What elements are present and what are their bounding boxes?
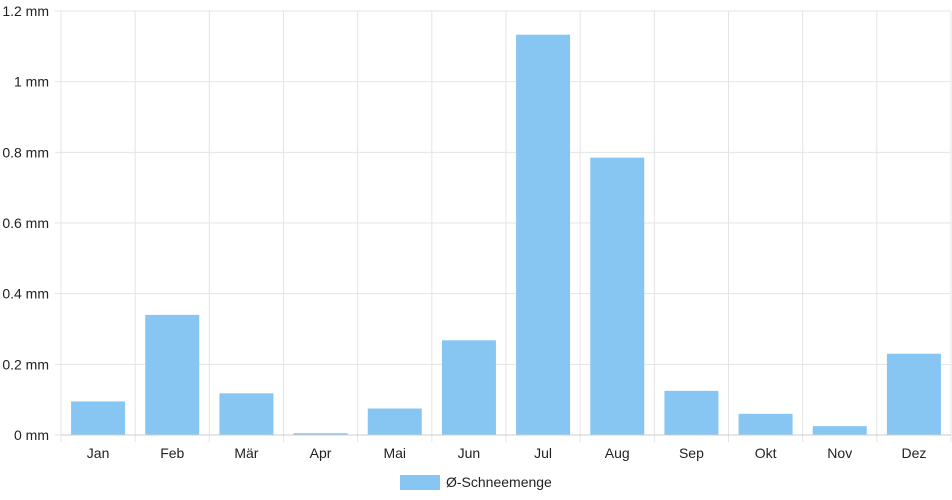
bar-mär[interactable]: [219, 393, 274, 435]
x-tick-label: Jul: [534, 445, 552, 461]
bars-layer: [71, 34, 941, 436]
x-tick-label: Nov: [827, 445, 852, 461]
bar-feb[interactable]: [145, 314, 200, 435]
bar-sep[interactable]: [664, 390, 719, 435]
y-tick-label: 1.2 mm: [2, 3, 49, 19]
grid-layer: [55, 10, 952, 442]
x-tick-label: Jun: [458, 445, 481, 461]
y-tick-label: 0.6 mm: [2, 215, 49, 231]
x-tick-label: Okt: [755, 445, 777, 461]
y-tick-label: 0 mm: [14, 427, 49, 443]
legend-label[interactable]: Ø-Schneemenge: [446, 474, 552, 490]
x-tick-label: Dez: [901, 445, 926, 461]
axis-layer: 0 mm 0.2 mm 0.4 mm 0.6 mm 0.8 mm 1 mm 1.2 mm Ja…: [2, 3, 951, 461]
y-tick-label: 1 mm: [14, 74, 49, 90]
y-tick-label: 0.8 mm: [2, 144, 49, 160]
bar-jan[interactable]: [71, 401, 126, 435]
bar-mai[interactable]: [367, 408, 422, 436]
bar-nov[interactable]: [812, 426, 867, 435]
y-tick-label: 0.2 mm: [2, 356, 49, 372]
x-tick-label: Feb: [160, 445, 184, 461]
x-tick-label: Aug: [605, 445, 630, 461]
bar-aug[interactable]: [590, 157, 645, 435]
x-tick-label: Apr: [310, 445, 332, 461]
y-tick-label: 0.4 mm: [2, 286, 49, 302]
bar-dez[interactable]: [886, 353, 941, 435]
bar-apr[interactable]: [293, 433, 348, 435]
x-tick-label: Mär: [234, 445, 258, 461]
bar-okt[interactable]: [738, 413, 793, 435]
bar-jun[interactable]: [441, 340, 496, 435]
legend[interactable]: Ø-Schneemenge: [400, 474, 552, 490]
bar-jul[interactable]: [516, 34, 571, 435]
x-tick-label: Mai: [383, 445, 406, 461]
legend-swatch[interactable]: [400, 475, 440, 490]
x-tick-label: Jan: [87, 445, 110, 461]
x-tick-label: Sep: [679, 445, 704, 461]
